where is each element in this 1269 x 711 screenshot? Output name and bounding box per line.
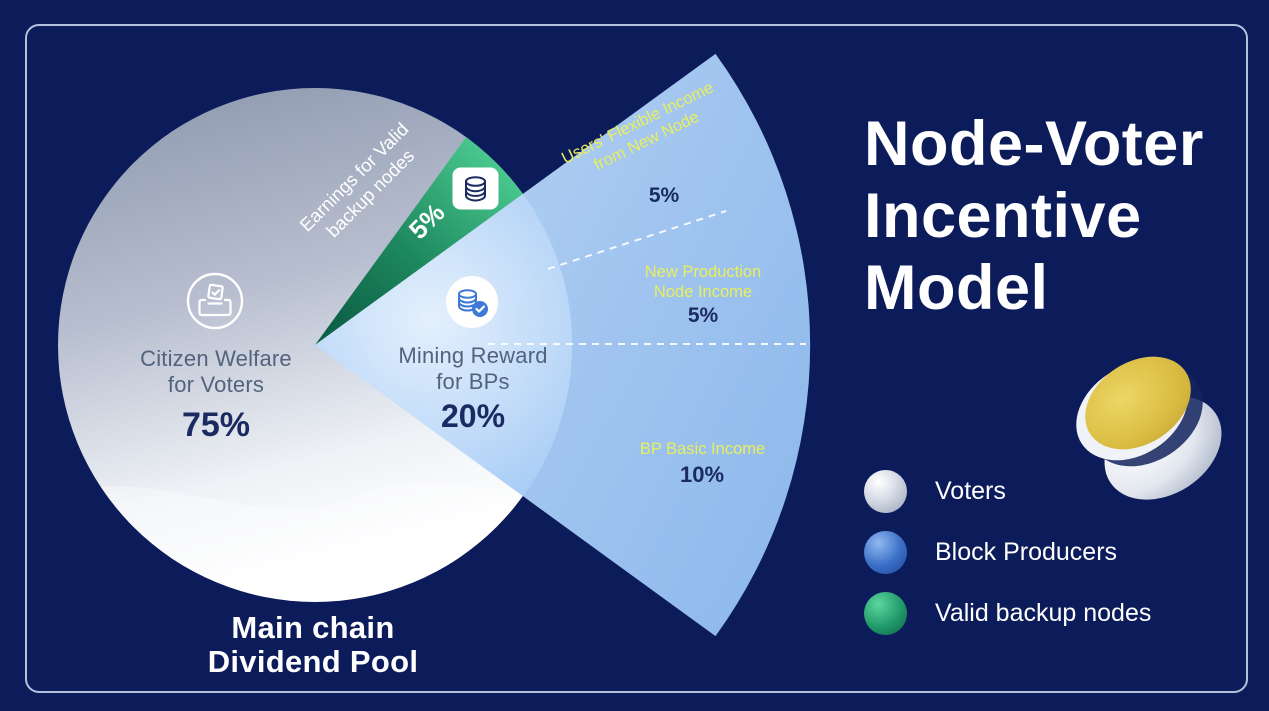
legend-item-block-producers: Block Producers <box>864 531 1151 574</box>
mining-slice-value: 20% <box>440 398 506 434</box>
voters-slice-value: 75% <box>181 406 251 444</box>
coin-gold-face <box>1085 356 1191 450</box>
production-income-label: New Production Node Income <box>603 262 803 302</box>
pie-caption-line1: Main chain <box>231 610 395 645</box>
pie-caption-line2: Dividend Pool <box>207 644 419 679</box>
pie-caption: Main chain Dividend Pool <box>163 611 463 679</box>
production-income-label-line1: New Production <box>644 263 762 281</box>
backup-nodes-legend-label: Valid backup nodes <box>935 599 1152 627</box>
mining-slice-label: Mining Reward for BPs <box>373 343 573 395</box>
coins-icon <box>452 167 499 215</box>
block-producers-legend-label: Block Producers <box>935 538 1118 566</box>
page-title-line3: Model <box>864 253 1049 323</box>
voters-legend-label: Voters <box>935 477 1006 505</box>
mining-slice-label-line2: for BPs <box>436 369 510 394</box>
bp-basic-income-value: 10% <box>679 462 725 487</box>
dashed-divider-upper <box>547 210 727 270</box>
coin-3d-graphic <box>1076 356 1222 500</box>
page-title-line1: Node-Voter <box>864 109 1204 179</box>
legend-item-backup-nodes: Valid backup nodes <box>864 592 1151 635</box>
voters-slice-label-line2: for Voters <box>167 372 265 397</box>
voters-legend-dot <box>864 470 907 513</box>
mining-slice-label-line1: Mining Reward <box>398 343 548 368</box>
coins-check-icon <box>446 276 498 333</box>
page-title: Node-Voter Incentive Model <box>864 108 1204 324</box>
voters-slice-label-line1: Citizen Welfare <box>140 346 292 371</box>
block-producers-legend-dot <box>864 531 907 574</box>
production-income-value: 5% <box>687 304 719 327</box>
legend: Voters Block Producers Valid backup node… <box>864 470 1151 653</box>
backup-nodes-legend-dot <box>864 592 907 635</box>
pie-mining-wedge <box>315 193 573 497</box>
ballot-icon <box>186 272 244 335</box>
flexible-income-value: 5% <box>648 184 680 207</box>
production-income-label-line2: Node Income <box>653 283 753 301</box>
page-title-line2: Incentive <box>864 181 1142 251</box>
voters-slice-label: Citizen Welfare for Voters <box>96 346 336 398</box>
legend-item-voters: Voters <box>864 470 1151 513</box>
bp-basic-income-label: BP Basic Income <box>639 440 766 458</box>
